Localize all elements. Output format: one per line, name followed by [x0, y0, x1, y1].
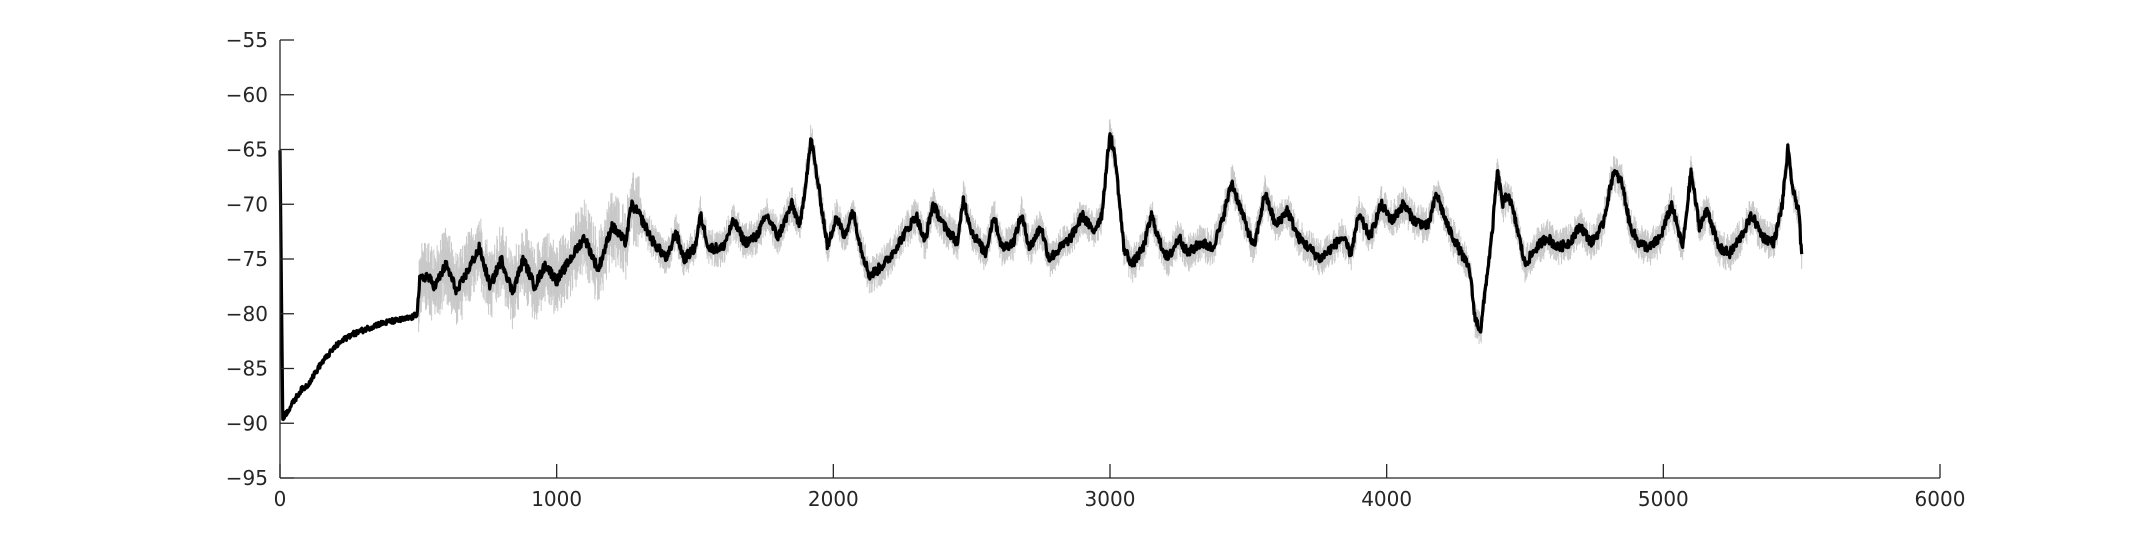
y-tick-label: −95 — [226, 466, 268, 490]
x-tick-label: 5000 — [1638, 487, 1689, 511]
axes: 0 1000 2000 3000 4000 5000 6000 −55 −60 −65 −70 −75… — [226, 28, 1966, 511]
x-tick-label: 1000 — [531, 487, 582, 511]
mean-line — [278, 132, 1804, 422]
x-tick-label: 0 — [274, 487, 287, 511]
x-tick-label: 2000 — [808, 487, 859, 511]
x-tick-label: 4000 — [1361, 487, 1412, 511]
variance-band — [279, 119, 1803, 420]
y-tick-label: −75 — [226, 247, 268, 271]
y-tick-label: −60 — [226, 83, 268, 107]
y-tick-label: −65 — [226, 138, 268, 162]
mean-series — [278, 132, 1804, 422]
x-tick-label: 3000 — [1085, 487, 1136, 511]
y-tick-label: −80 — [226, 302, 268, 326]
y-tick-label: −90 — [226, 411, 268, 435]
y-tick-label: −85 — [226, 357, 268, 381]
y-tick-label: −55 — [226, 28, 268, 52]
x-tick-label: 6000 — [1915, 487, 1966, 511]
y-tick-label: −70 — [226, 192, 268, 216]
variance-band-path — [279, 119, 1803, 420]
